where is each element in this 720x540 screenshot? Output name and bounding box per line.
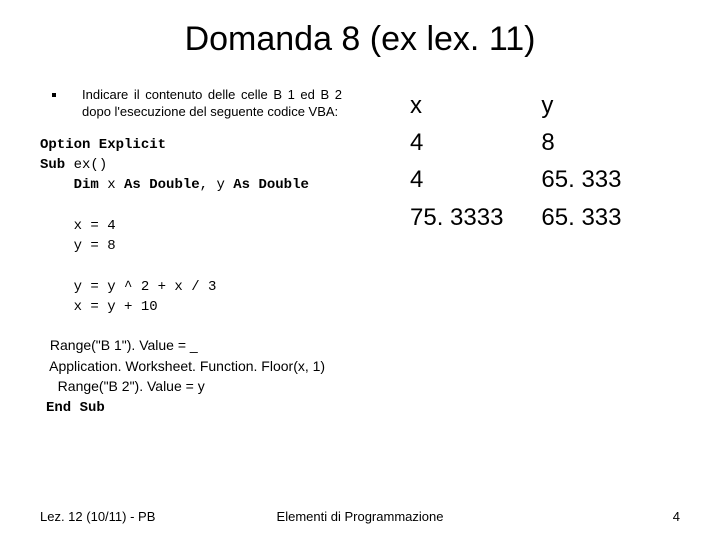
code-line: x: [99, 177, 124, 193]
table-header: x: [410, 87, 503, 124]
slide-footer: Lez. 12 (10/11) - PB Elementi di Program…: [40, 509, 680, 524]
result-table: x 4 4 75. 3333 y 8 65. 333 65. 333: [410, 87, 680, 236]
footer-left: Lez. 12 (10/11) - PB: [40, 509, 155, 524]
bullet-text: Indicare il contenuto delle celle B 1 ed…: [82, 87, 342, 121]
slide-title: Domanda 8 (ex lex. 11): [40, 20, 680, 59]
footer-center: Elementi di Programmazione: [277, 509, 444, 524]
code-line: Sub: [40, 157, 65, 173]
post-code-block: Range("B 1"). Value = _ Application. Wor…: [46, 335, 400, 418]
code-line: ex(): [65, 157, 107, 173]
code-line: Option Explicit: [40, 137, 166, 153]
code-line: Range("B 2"). Value = y: [46, 378, 205, 394]
code-line: Application. Worksheet. Function. Floor(…: [46, 358, 325, 374]
left-column: Indicare il contenuto delle celle B 1 ed…: [40, 87, 400, 419]
code-line: Range("B 1"). Value = _: [46, 337, 198, 353]
footer-page-number: 4: [673, 509, 680, 524]
table-cell: 4: [410, 161, 503, 198]
table-col-x: x 4 4 75. 3333: [410, 87, 503, 236]
bullet-item: Indicare il contenuto delle celle B 1 ed…: [40, 87, 400, 121]
table-cell: 4: [410, 124, 503, 161]
right-column: x 4 4 75. 3333 y 8 65. 333 65. 333: [410, 87, 680, 419]
table-cell: 75. 3333: [410, 199, 503, 236]
code-block: Option Explicit Sub ex() Dim x As Double…: [40, 135, 400, 318]
table-cell: 8: [541, 124, 621, 161]
content-area: Indicare il contenuto delle celle B 1 ed…: [40, 87, 680, 419]
bullet-dot-icon: [52, 93, 56, 97]
code-line: x = 4: [40, 218, 116, 234]
code-line: As Double: [233, 177, 309, 193]
code-line: Dim: [40, 177, 99, 193]
code-line: y = 8: [40, 238, 116, 254]
table-header: y: [541, 87, 621, 124]
table-col-y: y 8 65. 333 65. 333: [541, 87, 621, 236]
code-line: As Double: [124, 177, 200, 193]
code-line: End Sub: [46, 400, 105, 416]
code-line: , y: [200, 177, 234, 193]
table-cell: 65. 333: [541, 161, 621, 198]
slide: Domanda 8 (ex lex. 11) Indicare il conte…: [0, 0, 720, 540]
table-cell: 65. 333: [541, 199, 621, 236]
code-line: x = y + 10: [40, 299, 158, 315]
code-line: y = y ^ 2 + x / 3: [40, 279, 216, 295]
